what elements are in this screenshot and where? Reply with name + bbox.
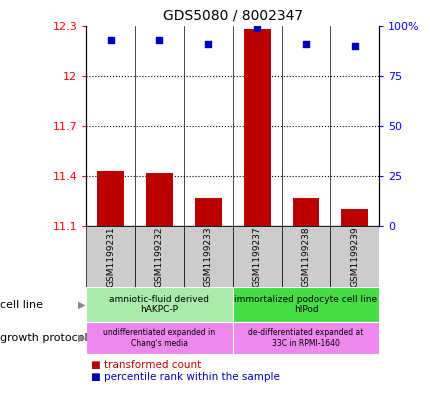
- Text: GSM1199238: GSM1199238: [301, 226, 310, 287]
- Text: undifferentiated expanded in
Chang's media: undifferentiated expanded in Chang's med…: [103, 328, 215, 348]
- Text: ▶: ▶: [78, 299, 86, 310]
- Point: [350, 42, 357, 49]
- Text: growth protocol: growth protocol: [0, 333, 87, 343]
- Point: [204, 40, 211, 47]
- Text: cell line: cell line: [0, 299, 43, 310]
- Bar: [232, 322, 378, 354]
- Bar: [86, 322, 232, 354]
- Text: GSM1199231: GSM1199231: [106, 226, 115, 287]
- Text: ■ percentile rank within the sample: ■ percentile rank within the sample: [90, 372, 279, 382]
- Bar: [341, 209, 367, 226]
- Bar: [232, 226, 281, 287]
- Bar: [135, 226, 184, 287]
- Text: GSM1199239: GSM1199239: [350, 226, 359, 287]
- Point: [156, 37, 163, 43]
- Bar: [292, 198, 319, 226]
- Text: immortalized podocyte cell line
hIPod: immortalized podocyte cell line hIPod: [234, 295, 377, 314]
- Bar: [243, 29, 270, 226]
- Bar: [194, 198, 221, 226]
- Bar: [146, 173, 172, 226]
- Point: [302, 40, 309, 47]
- Text: ▶: ▶: [78, 333, 86, 343]
- Text: amniotic-fluid derived
hAKPC-P: amniotic-fluid derived hAKPC-P: [109, 295, 209, 314]
- Text: GSM1199233: GSM1199233: [203, 226, 212, 287]
- Bar: [184, 226, 232, 287]
- Bar: [86, 287, 232, 322]
- Point: [107, 37, 114, 43]
- Text: GSM1199232: GSM1199232: [155, 226, 163, 286]
- Text: de-differentiated expanded at
33C in RPMI-1640: de-differentiated expanded at 33C in RPM…: [248, 328, 363, 348]
- Bar: [232, 287, 378, 322]
- Title: GDS5080 / 8002347: GDS5080 / 8002347: [162, 9, 302, 23]
- Text: GSM1199237: GSM1199237: [252, 226, 261, 287]
- Text: ■ transformed count: ■ transformed count: [90, 360, 200, 370]
- Bar: [97, 171, 124, 226]
- Bar: [86, 226, 135, 287]
- Bar: [330, 226, 378, 287]
- Bar: [281, 226, 330, 287]
- Point: [253, 24, 260, 31]
